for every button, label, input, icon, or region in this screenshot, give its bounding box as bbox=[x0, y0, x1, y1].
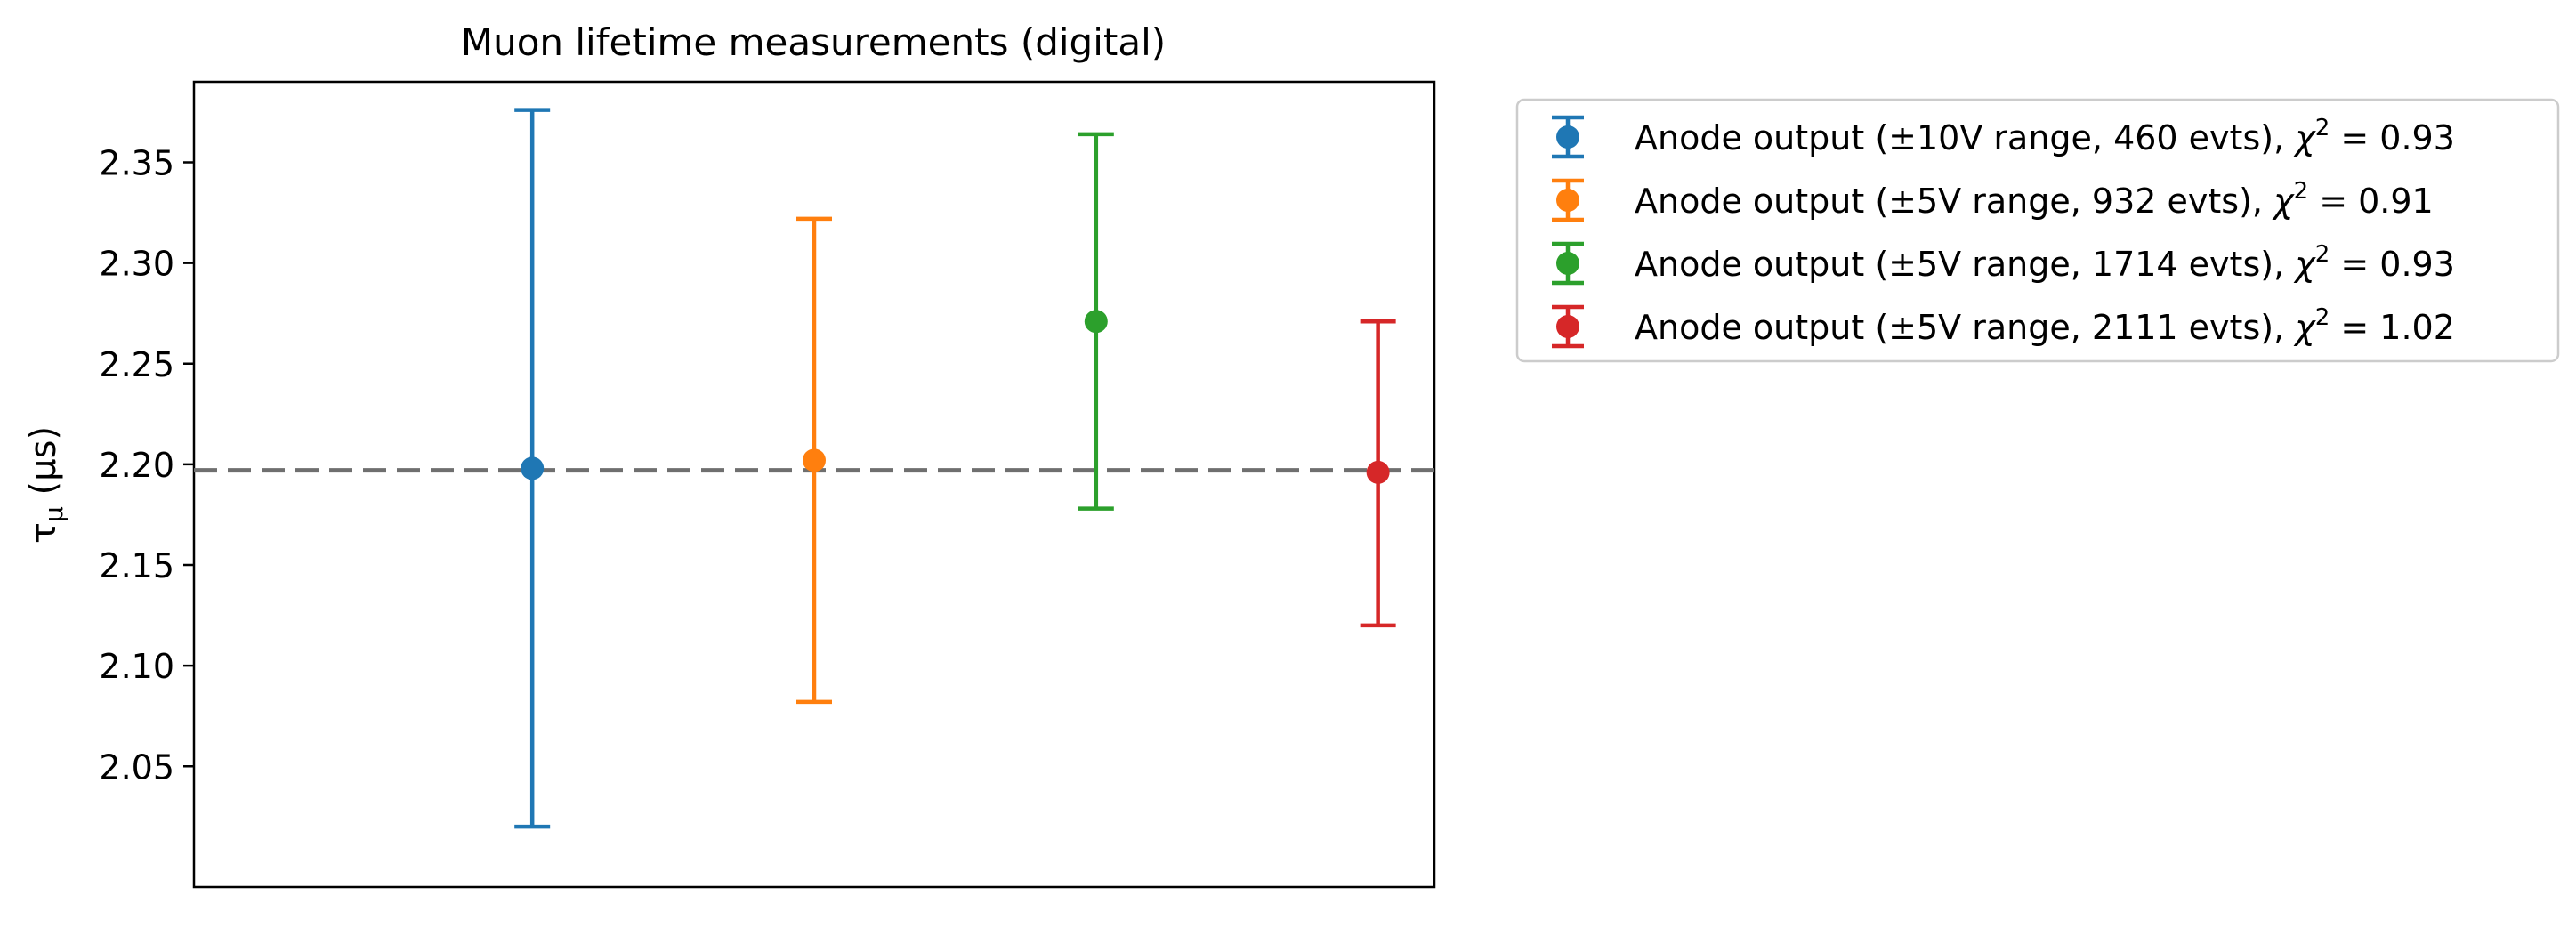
y-tick-label: 2.10 bbox=[99, 647, 174, 686]
legend-item-4: Anode output (±5V range, 2111 evts), χ2 … bbox=[1552, 304, 2455, 349]
legend-items: Anode output (±10V range, 460 evts), χ2 … bbox=[1552, 115, 2455, 349]
series-layer bbox=[514, 108, 1396, 829]
legend-marker bbox=[1556, 189, 1579, 212]
legend-chi-symbol: χ bbox=[2293, 308, 2316, 347]
legend-chi2-value: 1.02 bbox=[2379, 308, 2455, 347]
legend-chi-exponent: 2 bbox=[2315, 304, 2330, 331]
legend-equals: = bbox=[2330, 118, 2379, 157]
y-tick-label: 2.25 bbox=[99, 345, 174, 384]
legend: Anode output (±10V range, 460 evts), χ2 … bbox=[1515, 98, 2560, 363]
legend-marker bbox=[1556, 125, 1579, 149]
data-point bbox=[1084, 310, 1108, 334]
legend-equals: = bbox=[2330, 308, 2379, 347]
series-3 bbox=[1078, 132, 1114, 511]
y-tick-label: 2.05 bbox=[99, 747, 174, 787]
legend-series-name: Anode output (±5V range, 1714 evts), bbox=[1635, 245, 2295, 284]
legend-label: Anode output (±5V range, 2111 evts), χ2 … bbox=[1635, 304, 2455, 347]
legend-chi-exponent: 2 bbox=[2315, 241, 2330, 268]
y-tick-label: 2.30 bbox=[99, 245, 174, 284]
legend-frame bbox=[1515, 98, 2560, 363]
legend-label: Anode output (±5V range, 932 evts), χ2 =… bbox=[1635, 178, 2434, 221]
y-axis-label-unit: (μs) bbox=[23, 426, 64, 506]
legend-item-1: Anode output (±10V range, 460 evts), χ2 … bbox=[1552, 115, 2455, 159]
legend-chi-exponent: 2 bbox=[2294, 178, 2309, 205]
legend-item-3: Anode output (±5V range, 1714 evts), χ2 … bbox=[1552, 241, 2455, 286]
legend-marker bbox=[1556, 315, 1579, 338]
legend-chi2-value: 0.91 bbox=[2358, 182, 2434, 221]
series-4 bbox=[1360, 319, 1396, 628]
legend-series-name: Anode output (±5V range, 2111 evts), bbox=[1635, 308, 2295, 347]
legend-chi-exponent: 2 bbox=[2315, 115, 2330, 141]
y-axis-label-subscript: μ bbox=[39, 506, 69, 522]
legend-equals: = bbox=[2330, 245, 2379, 284]
legend-marker bbox=[1556, 252, 1579, 275]
series-2 bbox=[796, 216, 832, 705]
chart-title: Muon lifetime measurements (digital) bbox=[461, 20, 1166, 64]
y-axis-ticks: 2.05 2.10 2.15 2.20 2.25 2.30 2.35 bbox=[99, 144, 194, 787]
y-axis-label: τμ (μs) bbox=[23, 426, 69, 544]
legend-item-2: Anode output (±5V range, 932 evts), χ2 =… bbox=[1552, 178, 2434, 222]
legend-chi2-value: 0.93 bbox=[2379, 118, 2455, 157]
y-axis-label-symbol: τ bbox=[23, 522, 64, 544]
plot-area: 2.05 2.10 2.15 2.20 2.25 2.30 2.35 bbox=[99, 80, 1436, 889]
data-point bbox=[803, 448, 826, 472]
data-point bbox=[1366, 460, 1390, 484]
legend-label: Anode output (±10V range, 460 evts), χ2 … bbox=[1635, 115, 2455, 157]
legend-equals: = bbox=[2308, 182, 2358, 221]
legend-chi-symbol: χ bbox=[2293, 245, 2316, 284]
legend-label: Anode output (±5V range, 1714 evts), χ2 … bbox=[1635, 241, 2455, 284]
y-tick-label: 2.35 bbox=[99, 144, 174, 183]
legend-series-name: Anode output (±10V range, 460 evts), bbox=[1635, 118, 2295, 157]
data-point bbox=[521, 456, 545, 480]
series-1 bbox=[514, 108, 551, 829]
legend-chi-symbol: χ bbox=[2272, 182, 2295, 221]
y-tick-label: 2.15 bbox=[99, 546, 174, 585]
legend-series-name: Anode output (±5V range, 932 evts), bbox=[1635, 182, 2273, 221]
y-tick-label: 2.20 bbox=[99, 446, 174, 485]
legend-chi2-value: 0.93 bbox=[2379, 245, 2455, 284]
legend-chi-symbol: χ bbox=[2293, 118, 2316, 157]
